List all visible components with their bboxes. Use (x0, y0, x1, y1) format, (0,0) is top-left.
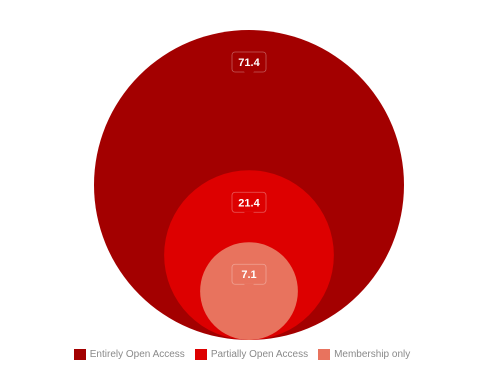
data-label-entirely-open-access: 71.4 (231, 51, 267, 78)
data-label-pointer (244, 283, 254, 291)
legend-label-membership-only: Membership only (334, 348, 411, 360)
legend-item-entirely-open-access[interactable]: Entirely Open Access (73, 348, 185, 360)
data-label-value: 21.4 (238, 197, 260, 209)
legend-label-partially-open-access: Partially Open Access (210, 348, 309, 360)
legend-item-membership-only[interactable]: Membership only (318, 348, 411, 360)
data-label-pointer (244, 211, 254, 219)
data-label-value: 71.4 (238, 57, 260, 69)
bubble-membership-only[interactable] (200, 242, 298, 340)
legend: Entirely Open Access Partially Open Acce… (0, 344, 484, 364)
legend-label-entirely-open-access: Entirely Open Access (89, 348, 185, 360)
data-label-pointer (244, 71, 254, 78)
legend-item-partially-open-access[interactable]: Partially Open Access (194, 348, 309, 360)
data-label-partially-open-access: 21.4 (231, 191, 267, 219)
data-label-value: 7.1 (241, 269, 256, 281)
legend-swatch-partially-open-access (194, 348, 207, 360)
legend-swatch-entirely-open-access (73, 348, 86, 360)
legend-swatch-membership-only (318, 348, 331, 360)
data-label-membership-only: 7.1 (231, 263, 267, 291)
